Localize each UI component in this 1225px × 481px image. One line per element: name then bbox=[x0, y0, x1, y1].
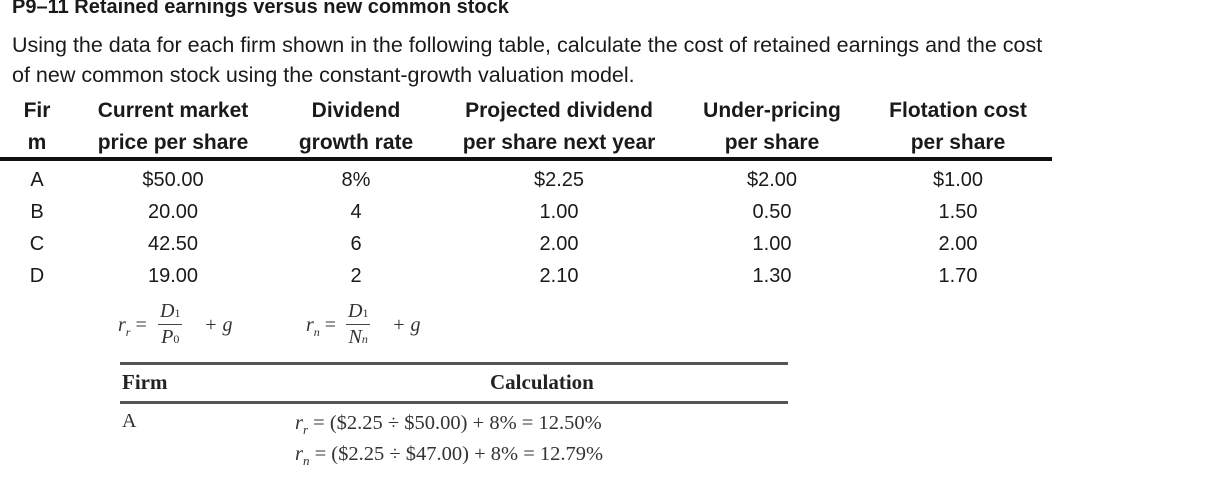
intro-line-1: Using the data for each firm shown in th… bbox=[12, 33, 1043, 57]
header-projected-dividend: Projected dividend per share next year bbox=[462, 99, 656, 154]
header-firm: Fir m bbox=[23, 99, 51, 154]
formula-retained-earnings: rr = D1 P0 + g bbox=[118, 300, 233, 348]
header-market-price: Current market price per share bbox=[97, 99, 249, 154]
calc-header-firm: Firm bbox=[122, 370, 168, 394]
formula-new-common-stock: rn = D1 Nn + g bbox=[306, 300, 421, 348]
problem-title: P9–11 Retained earnings versus new commo… bbox=[12, 0, 509, 18]
intro-line-2: of new common stock using the constant-g… bbox=[12, 63, 635, 87]
problem-intro: Using the data for each firm shown in th… bbox=[12, 30, 1212, 90]
header-flotation-cost: Flotation cost per share bbox=[889, 99, 1027, 154]
calc-header-calculation: Calculation bbox=[490, 370, 594, 394]
calc-top-rule bbox=[120, 362, 788, 365]
calc-header-rule bbox=[120, 401, 788, 404]
calc-firm-label: A bbox=[122, 410, 137, 432]
calc-new-stock-line: rn = ($2.25 ÷ $47.00) + 8% = 12.79% bbox=[295, 443, 604, 469]
header-underpricing: Under-pricing per share bbox=[703, 99, 841, 154]
header-rule bbox=[0, 157, 1052, 161]
header-growth-rate: Dividend growth rate bbox=[298, 99, 414, 154]
calc-retained-line: rr = ($2.25 ÷ $50.00) + 8% = 12.50% bbox=[295, 412, 602, 438]
